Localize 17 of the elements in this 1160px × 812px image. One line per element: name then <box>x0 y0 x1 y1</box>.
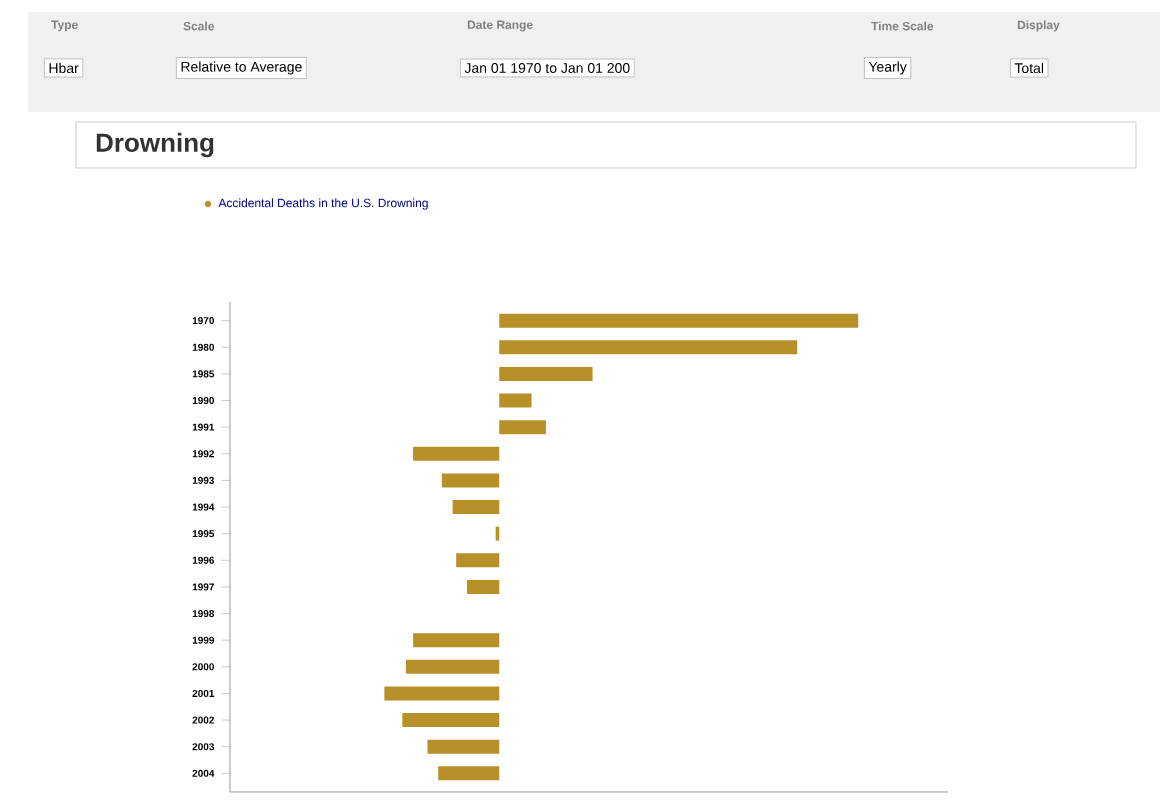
bar <box>441 473 500 488</box>
bar <box>413 633 500 648</box>
bar <box>402 713 500 728</box>
bar <box>452 500 500 515</box>
bar <box>427 739 500 754</box>
bar <box>499 393 532 408</box>
bar <box>413 446 500 461</box>
bar <box>466 579 500 594</box>
bar <box>499 340 798 355</box>
bar <box>499 420 546 435</box>
text: Drowning <box>96 132 214 158</box>
bar <box>384 686 500 701</box>
bar <box>405 659 500 674</box>
bar <box>499 366 593 381</box>
bar <box>499 313 859 328</box>
bar <box>438 766 500 781</box>
bar <box>456 553 500 568</box>
